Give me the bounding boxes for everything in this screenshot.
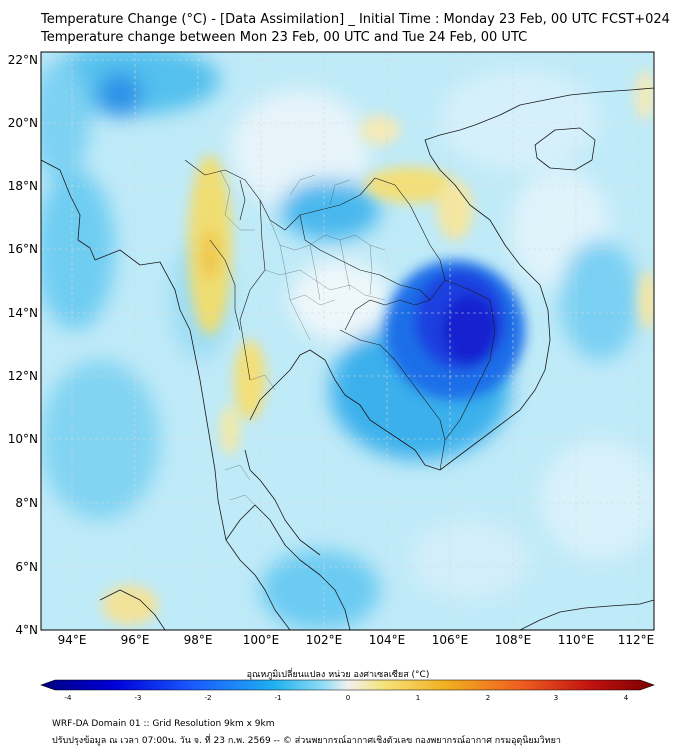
- colorbar-tick: 4: [624, 694, 629, 702]
- lat-label: 4°N: [15, 623, 38, 637]
- map-title-line1: Temperature Change (°C) - [Data Assimila…: [41, 12, 670, 27]
- lat-label: 16°N: [8, 242, 38, 256]
- lat-label: 8°N: [15, 496, 38, 510]
- colorbar: -4 -3 -2 -1 0 1 2 3 4: [40, 679, 655, 702]
- temperature-field: [41, 52, 654, 630]
- colorbar-bar: [40, 679, 655, 691]
- coastlines: [41, 87, 654, 630]
- colorbar-tick: 3: [554, 694, 558, 702]
- lon-label: 94°E: [58, 633, 87, 647]
- colorbar-tick: 1: [416, 694, 420, 702]
- lon-label: 98°E: [184, 633, 213, 647]
- lon-label: 96°E: [121, 633, 150, 647]
- lon-label: 110°E: [558, 633, 595, 647]
- colorbar-tick: 0: [346, 694, 350, 702]
- lat-label: 12°N: [8, 369, 38, 383]
- plot-frame: [40, 51, 655, 631]
- colorbar-tick: -4: [65, 694, 73, 702]
- lon-label: 112°E: [618, 633, 655, 647]
- lat-label: 10°N: [8, 432, 38, 446]
- lon-label: 104°E: [369, 633, 406, 647]
- colorbar-tick: -3: [135, 694, 142, 702]
- lat-label: 20°N: [8, 116, 38, 130]
- colorbar-tick: 2: [486, 694, 490, 702]
- colorbar-tick: -2: [205, 694, 212, 702]
- colorbar-tick: -1: [275, 694, 282, 702]
- longitude-labels: 94°E 96°E 98°E 100°E 102°E 104°E 106°E 1…: [58, 633, 655, 647]
- lon-label: 102°E: [306, 633, 343, 647]
- latitude-labels: 22°N 20°N 18°N 16°N 14°N 12°N 10°N 8°N 6…: [8, 53, 38, 637]
- map-title-line2: Temperature change between Mon 23 Feb, 0…: [41, 30, 528, 45]
- lat-label: 6°N: [15, 560, 38, 574]
- lat-label: 22°N: [8, 53, 38, 67]
- lon-label: 106°E: [432, 633, 469, 647]
- lon-label: 108°E: [495, 633, 532, 647]
- footer-credit: ปรับปรุงข้อมูล ณ เวลา 07:00น. วัน จ. ที่…: [52, 736, 561, 746]
- lat-label: 18°N: [8, 179, 38, 193]
- lon-label: 100°E: [243, 633, 280, 647]
- country-borders: [184, 159, 496, 471]
- footer-model-info: WRF-DA Domain 01 :: Grid Resolution 9km …: [52, 719, 275, 729]
- colorbar-title: อุณหภูมิเปลี่ยนแปลง หน่วย องศาเซลเซียส (…: [246, 670, 430, 680]
- lat-label: 14°N: [8, 306, 38, 320]
